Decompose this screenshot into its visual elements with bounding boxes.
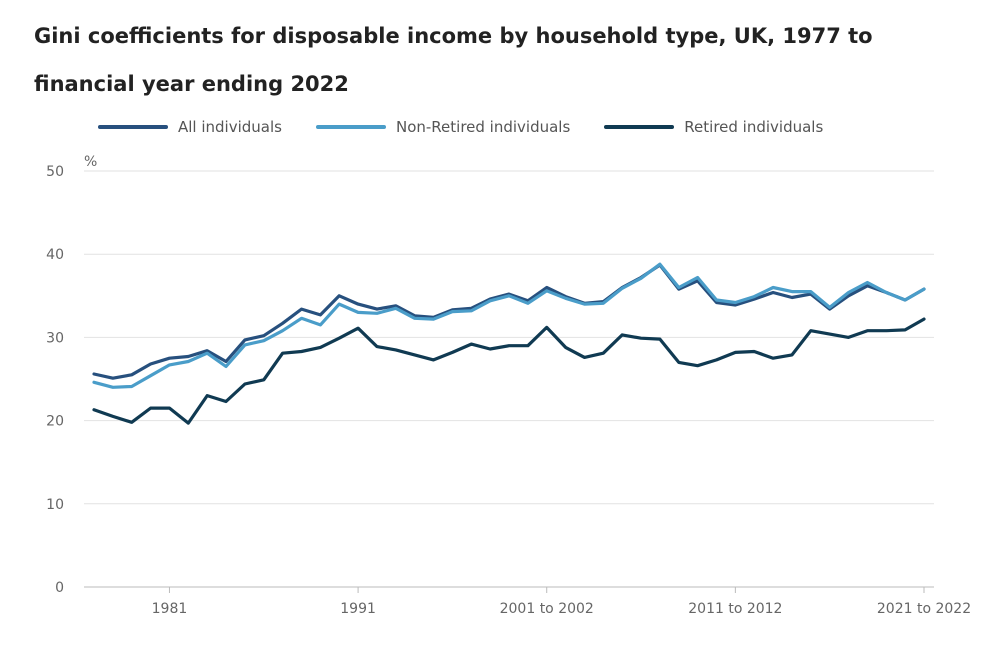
legend-item-all-individuals: All individuals bbox=[98, 118, 282, 136]
x-tick-label: 2001 to 2002 bbox=[500, 601, 594, 617]
legend-swatch-retired-individuals bbox=[604, 125, 675, 129]
legend-swatch-non-retired-individuals bbox=[315, 125, 386, 129]
y-tick-label: 30 bbox=[46, 330, 64, 346]
legend-swatch-all-individuals bbox=[98, 125, 168, 129]
legend-item-non-retired-individuals: Non-Retired individuals bbox=[315, 118, 571, 136]
y-tick-label: 40 bbox=[46, 247, 64, 263]
series-line-retired-individuals bbox=[92, 317, 926, 425]
y-axis-label: % bbox=[84, 154, 97, 170]
x-tick-label: 2021 to 2022 bbox=[877, 601, 971, 617]
legend-label: Non-Retired individuals bbox=[395, 118, 571, 136]
x-tick-label: 1991 bbox=[340, 601, 376, 617]
y-tick-label: 50 bbox=[46, 164, 64, 180]
y-axis: % 0 10 20 30 40 50 bbox=[46, 154, 97, 596]
y-tick-label: 0 bbox=[55, 580, 64, 596]
x-axis: 1981 1991 2001 to 2002 2011 to 2012 2021 to … bbox=[84, 586, 971, 617]
x-tick-label: 1981 bbox=[152, 601, 188, 617]
chart-title: Gini coefficients for disposable income … bbox=[34, 24, 873, 96]
series-line-all-individuals bbox=[92, 263, 926, 380]
series-line-non-retired-individuals bbox=[92, 262, 926, 389]
legend-item-retired-individuals: Retired individuals bbox=[604, 118, 823, 136]
x-tick-label: 2011 to 2012 bbox=[688, 601, 782, 617]
legend: All individuals Non-Retired individuals … bbox=[98, 116, 857, 138]
series-lines bbox=[92, 262, 926, 425]
y-tick-label: 10 bbox=[46, 497, 64, 513]
gridlines bbox=[84, 170, 934, 505]
legend-label: Retired individuals bbox=[684, 118, 824, 136]
y-tick-label: 20 bbox=[46, 414, 64, 430]
legend-label: All individuals bbox=[178, 118, 282, 136]
